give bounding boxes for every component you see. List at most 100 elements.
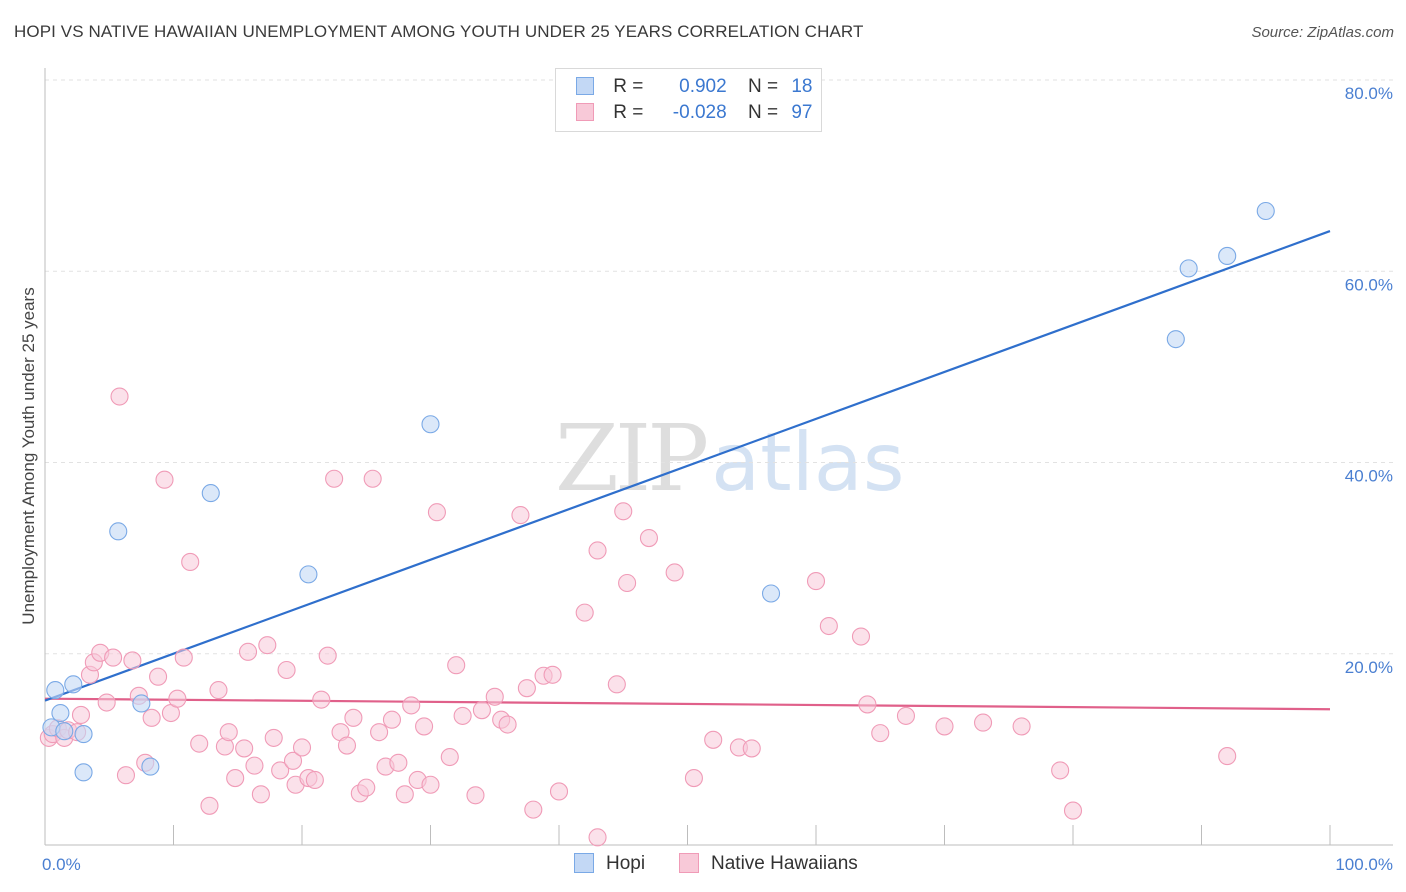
native-hawaiians-point-42	[305, 770, 324, 790]
y-tick-label-1: 40.0%	[1345, 467, 1393, 486]
y-tick-label-3: 80.0%	[1345, 84, 1393, 103]
legend-item-hopi: Hopi	[574, 853, 645, 875]
hopi-point-14	[1179, 259, 1198, 278]
native-hawaiians-point-80	[614, 502, 633, 521]
native-hawaiians-point-55	[389, 753, 408, 772]
hopi-n-value: 18	[791, 76, 813, 97]
native-hawaiians-point-21	[168, 689, 187, 708]
hopi-point-6	[109, 522, 128, 541]
native-hawaiians-point-83	[665, 563, 684, 582]
chart-source: Source: ZipAtlas.com	[1251, 24, 1394, 41]
native-hawaiians-point-96	[1012, 717, 1031, 736]
native-hawaiians-point-28	[219, 723, 238, 742]
native-hawaiians-point-26	[209, 681, 228, 700]
legend-row-native-hawaiians: R = -0.028 N = 97	[576, 102, 812, 126]
native-hawaiians-point-31	[238, 642, 258, 661]
native-hawaiians-point-12	[110, 387, 129, 406]
native-hawaiians-trend-line	[44, 697, 1331, 711]
native-hawaiians-point-40	[292, 738, 312, 757]
native-hawaiians-point-61	[427, 503, 446, 522]
hopi-point-9	[201, 484, 220, 503]
native-hawaiians-point-65	[466, 786, 485, 805]
native-hawaiians-point-30	[235, 739, 254, 758]
grid-lines	[45, 79, 1393, 655]
y-tick-label-2: 60.0%	[1345, 275, 1393, 294]
native-hawaiians-point-90	[851, 627, 871, 646]
native-n-value: 97	[791, 102, 813, 123]
hopi-point-15	[1218, 246, 1237, 265]
native-hawaiians-point-95	[973, 713, 993, 732]
native-hawaiians-point-43	[312, 690, 331, 709]
native-hawaiians-point-47	[337, 736, 357, 755]
hopi-r-label: R =	[613, 76, 644, 97]
native-hawaiians-point-79	[607, 675, 626, 694]
legend-hopi-swatch	[574, 853, 594, 873]
hopi-point-8	[141, 757, 160, 776]
native-r-value: -0.028	[672, 102, 727, 123]
native-hawaiians-point-99	[1218, 747, 1237, 766]
native-hawaiians-point-38	[283, 751, 303, 770]
native-hawaiians-point-92	[871, 724, 890, 743]
native-hawaiians-point-22	[174, 648, 193, 667]
hopi-point-1	[46, 681, 65, 700]
native-hawaiians-point-33	[251, 785, 270, 804]
native-hawaiians-point-66	[472, 701, 491, 720]
native-hawaiians-point-36	[271, 761, 290, 780]
legend-item-native-hawaiians: Native Hawaiians	[679, 853, 858, 875]
native-hawaiians-point-13	[116, 766, 136, 785]
native-hawaiians-point-45	[325, 469, 344, 488]
hopi-point-10	[299, 565, 318, 584]
native-hawaiians-point-24	[190, 734, 209, 753]
native-hawaiians-point-34	[258, 636, 277, 655]
native-hawaiians-point-35	[264, 728, 283, 747]
native-hawaiians-point-62	[440, 747, 459, 767]
y-tick-label-0: 20.0%	[1345, 658, 1393, 677]
native-hawaiians-point-88	[806, 572, 826, 591]
chart-title: HOPI VS NATIVE HAWAIIAN UNEMPLOYMENT AMO…	[14, 22, 864, 41]
native-hawaiians-swatch	[576, 103, 594, 121]
native-hawaiians-point-63	[447, 656, 466, 675]
native-hawaiians-point-6	[71, 705, 91, 725]
native-hawaiians-point-32	[245, 756, 264, 775]
native-hawaiians-point-77	[588, 541, 607, 560]
legend-hopi-label: Hopi	[606, 853, 646, 874]
native-hawaiians-point-54	[382, 710, 402, 729]
native-hawaiians-point-85	[704, 730, 723, 749]
native-hawaiians-point-19	[155, 470, 174, 489]
hopi-point-16	[1256, 201, 1275, 221]
native-hawaiians-point-70	[511, 506, 530, 525]
native-hawaiians-point-60	[421, 775, 440, 794]
hopi-point-17	[55, 722, 74, 741]
native-hawaiians-point-52	[370, 723, 389, 742]
hopi-point-7	[132, 694, 151, 713]
hopi-point-12	[761, 584, 781, 603]
x-tick-label-1: 100.0%	[1335, 855, 1393, 874]
native-hawaiians-point-10	[97, 693, 116, 712]
native-hawaiians-point-71	[517, 679, 536, 698]
native-hawaiians-point-48	[344, 708, 363, 727]
native-hawaiians-point-82	[639, 528, 659, 548]
native-hawaiians-point-64	[453, 706, 472, 725]
x-tick-label-0: 0.0%	[42, 855, 81, 874]
native-hawaiians-point-18	[149, 667, 168, 686]
native-hawaiians-point-56	[395, 785, 414, 804]
hopi-point-11	[421, 415, 440, 434]
stats-legend: R = 0.902 N = 18 R = -0.028 N = 97	[555, 68, 822, 132]
native-hawaiians-point-23	[181, 552, 200, 572]
hopi-r-value: 0.902	[679, 76, 727, 97]
native-hawaiians-point-50	[357, 778, 376, 797]
tick-labels: 20.0% 40.0% 60.0% 80.0% 0.0% 100.0%	[42, 84, 1393, 874]
native-hawaiians-point-37	[277, 660, 296, 680]
native-hawaiians-point-93	[896, 706, 916, 725]
native-hawaiians-point-72	[524, 800, 543, 819]
hopi-point-5	[74, 763, 93, 782]
trend-lines	[44, 230, 1331, 711]
native-hawaiians-point-75	[549, 782, 569, 801]
native-hawaiians-point-29	[226, 769, 245, 788]
hopi-point-2	[51, 703, 70, 723]
hopi-points	[42, 201, 1275, 782]
native-hawaiians-point-11	[104, 648, 123, 667]
y-axis-label: Unemployment Among Youth under 25 years	[19, 287, 38, 624]
hopi-trend-line	[44, 230, 1331, 702]
